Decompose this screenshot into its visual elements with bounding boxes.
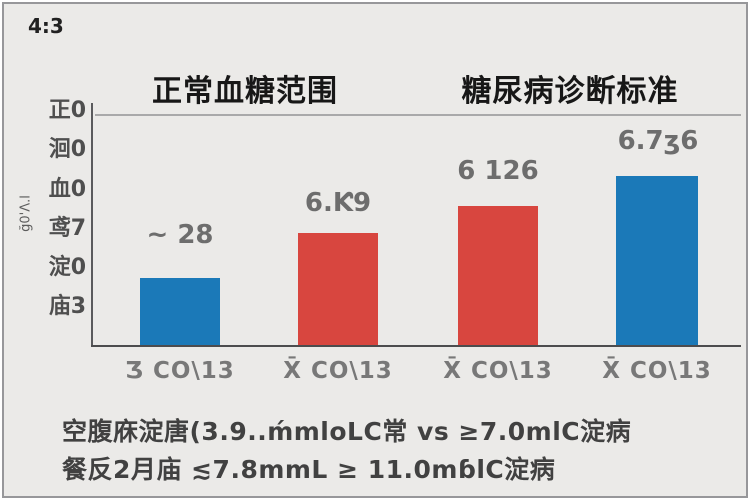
y-tick-5: 淀0 xyxy=(48,255,86,280)
chart-title-diagnosis: 糖尿病诊断标准 xyxy=(461,74,679,109)
bar-3 xyxy=(458,206,538,345)
bar-2 xyxy=(298,233,378,345)
bar-4-value-label: 6.7ʒ6 xyxy=(617,126,699,156)
x-axis-baseline xyxy=(91,345,741,347)
bar-2-value-label: 6.Ƙ9 xyxy=(304,188,372,218)
x-tick-4: X̄ CO\13 xyxy=(602,358,712,384)
top-rule-line xyxy=(95,114,741,116)
x-tick-1: Ʒ CO\13 xyxy=(125,358,235,384)
bar-4 xyxy=(616,176,698,345)
chart-title-normal-range: 正常血糖范围 xyxy=(152,74,338,109)
y-tick-2: 洄0 xyxy=(48,137,86,162)
y-tick-1: 正0 xyxy=(48,98,86,123)
aspect-ratio-label: 4:3 xyxy=(28,14,64,38)
footnote-fasting-glucose: 空腹庥淀唐(3.9..ḿmloLC常 vs ≥7.0mlC淀病 xyxy=(62,417,632,446)
y-tick-6: 庙3 xyxy=(48,294,86,319)
bar-1-value-label: ~ 28 xyxy=(146,220,214,250)
y-tick-4: 鸢7 xyxy=(48,216,86,241)
x-tick-3: X̄ CO\13 xyxy=(443,358,553,384)
bar-1 xyxy=(140,278,220,345)
footnote-postprandial-glucose: 餐反2月庙 ≲7.8mmL ≥ 11.0mɓlC淀病 xyxy=(62,455,556,484)
bar-3-value-label: 6 126 xyxy=(457,156,539,186)
x-tick-2: X̄ CO\13 xyxy=(283,358,393,384)
y-tick-3: 血0 xyxy=(48,177,86,202)
y-axis-line xyxy=(91,103,93,347)
